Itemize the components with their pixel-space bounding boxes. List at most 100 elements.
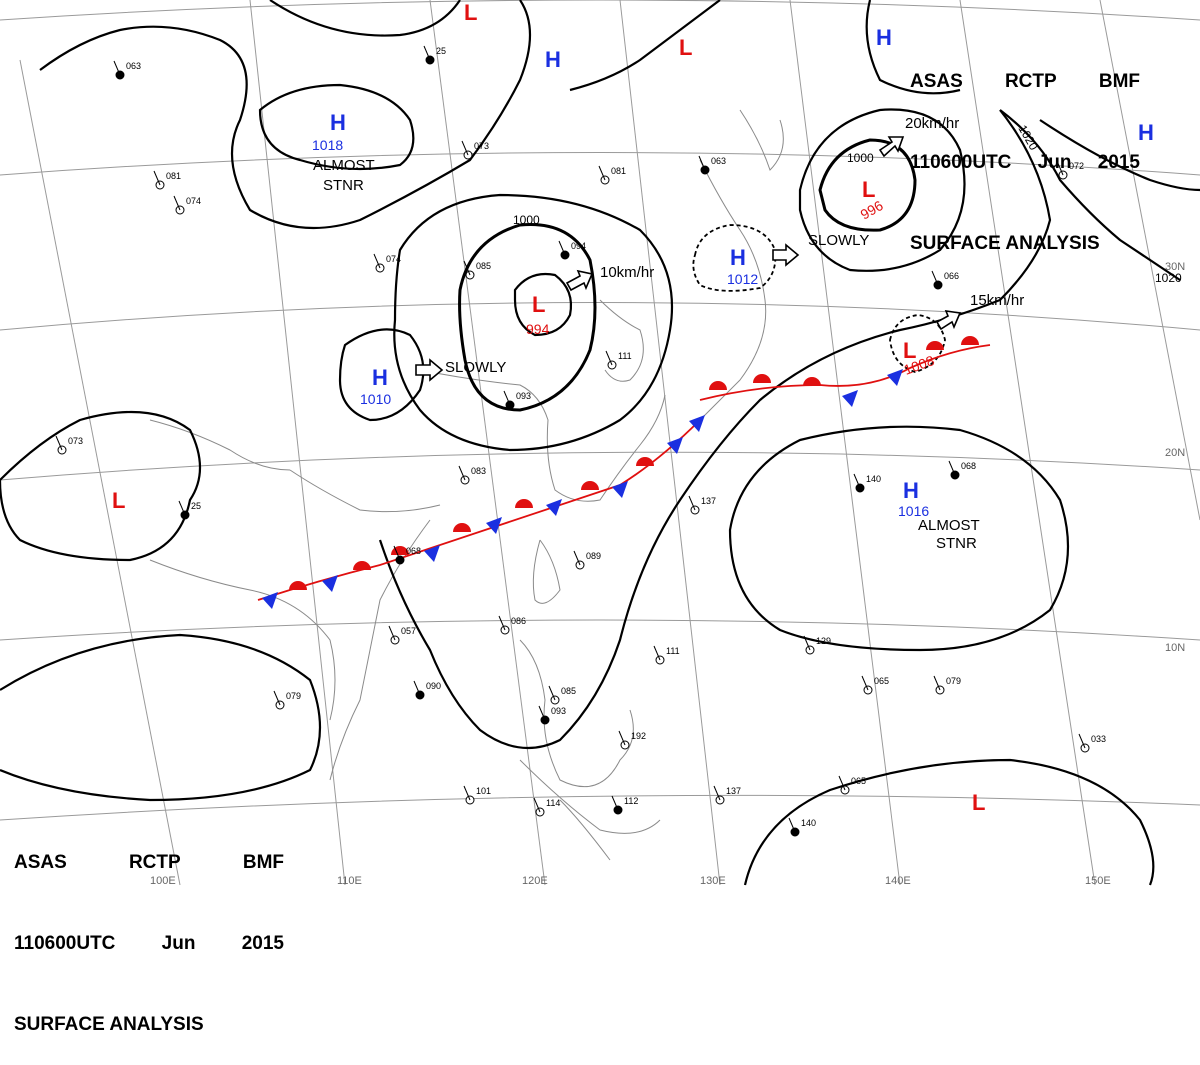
wind-barb (698, 155, 706, 171)
isobar (39, 0, 532, 230)
station-value: 090 (426, 681, 441, 691)
station-value: 065 (851, 776, 866, 786)
station-value: 057 (401, 626, 416, 636)
high-marker: H (903, 478, 919, 503)
center-value: 1012 (727, 271, 758, 287)
high-marker: H (330, 110, 346, 135)
wind-barb (611, 795, 619, 811)
wind-barb (548, 685, 556, 701)
wind-barb (423, 45, 431, 61)
wind-barb (173, 195, 181, 211)
low-marker: L (862, 177, 875, 202)
pressure-center-h-1010: H 1010 SLOWLY (360, 359, 506, 407)
low-marker: L (464, 0, 477, 25)
low-marker: L (972, 790, 985, 815)
isobar-label: 1000 (847, 151, 874, 165)
station-value: 068 (406, 546, 421, 556)
isobar (865, 0, 961, 95)
wind-barb (688, 495, 696, 511)
lon-label: 100E (150, 875, 176, 887)
lat-label: 10N (1165, 642, 1185, 654)
station-value: 101 (476, 786, 491, 796)
cold-front-symbol (667, 437, 683, 454)
warm-front-symbol (803, 377, 821, 386)
weather-map: 1000 1000 1020 1020 100E 110E 120E 130E … (0, 0, 1200, 887)
wind-barb (498, 615, 506, 631)
station-value: 033 (1091, 734, 1106, 744)
station-value: 081 (611, 166, 626, 176)
wind-barb (458, 465, 466, 481)
movement-arrow-icon (935, 310, 962, 331)
pressure-center-l-996: L 996 20km/hr (858, 115, 960, 223)
header-month: Jun (1037, 152, 1072, 173)
center-note: ALMOST (313, 157, 375, 174)
station-value: 074 (186, 196, 201, 206)
isobar (458, 222, 597, 412)
wind-barb (178, 500, 186, 516)
header-station: RCTP (128, 852, 181, 873)
center-value: 994 (526, 321, 550, 337)
low-marker: L (112, 488, 125, 513)
header-station: RCTP (1004, 71, 1057, 92)
warm-front-symbol (289, 581, 307, 590)
high-marker: H (372, 365, 388, 390)
header-month: Jun (161, 933, 196, 954)
station-value: 085 (561, 686, 576, 696)
isobar-label: 1000 (513, 213, 540, 227)
warm-front-symbol (515, 499, 533, 508)
wind-barb (558, 240, 566, 256)
wind-barb (573, 550, 581, 566)
station-value: 112 (624, 796, 638, 806)
isobar (1039, 119, 1200, 192)
high-marker: H (876, 25, 892, 50)
header-year: 2015 (1097, 152, 1140, 173)
header-bottom: ASAS RCTP BMF 110600UTC Jun 2015 SURFACE ANA… (14, 795, 284, 1065)
front-symbols (262, 336, 979, 609)
isobar (338, 328, 425, 422)
wind-barb (388, 625, 396, 641)
isobar (798, 108, 966, 272)
cold-front-symbol (689, 415, 705, 432)
pressure-center-h-1012: H 1012 SLOWLY (727, 232, 869, 287)
isobar (258, 83, 415, 171)
wind-barb (113, 60, 121, 76)
wind-barb (153, 170, 161, 186)
high-marker: H (730, 245, 746, 270)
pressure-center-h-1016: H 1016 ALMOST STNR (898, 478, 980, 552)
warm-front-symbol (961, 336, 979, 345)
center-value: 1016 (898, 503, 929, 519)
lon-label: 130E (700, 875, 726, 887)
station-value: 079 (946, 676, 961, 686)
header-title: SURFACE ANALYSIS (14, 1014, 204, 1035)
movement-arrow-icon (878, 136, 905, 158)
dashed-isobars (692, 224, 946, 373)
high-marker: H (545, 47, 561, 72)
wind-barb (861, 675, 869, 691)
wind-barb (605, 350, 613, 366)
cold-front-symbol (322, 575, 338, 592)
wind-barb (838, 775, 846, 791)
station-value: 089 (586, 551, 601, 561)
high-marker: H (1138, 120, 1154, 145)
cold-front-symbol (612, 481, 628, 498)
wind-barb (273, 690, 281, 706)
wind-barb (853, 473, 861, 489)
station-value: 114 (546, 798, 560, 808)
station-value: 25 (436, 46, 446, 56)
isobar (728, 425, 1070, 652)
center-note: ALMOST (918, 517, 980, 534)
isobar (999, 109, 1181, 281)
station-value: 063 (126, 61, 141, 71)
header-title: SURFACE ANALYSIS (910, 233, 1100, 254)
station-value: 079 (286, 691, 301, 701)
wind-barb (503, 390, 511, 406)
station-plots: 25 073 081 063 074 085 093 111 137 140 065 079 068 05… (55, 45, 1106, 837)
cold-front-symbol (546, 499, 562, 516)
wind-barb (463, 260, 471, 276)
station-value: 25 (191, 501, 201, 511)
header-year: 2015 (241, 933, 284, 954)
lon-label: 150E (1085, 875, 1111, 887)
lon-label: 140E (885, 875, 911, 887)
lon-label: 120E (522, 875, 548, 887)
isobar (393, 193, 674, 452)
